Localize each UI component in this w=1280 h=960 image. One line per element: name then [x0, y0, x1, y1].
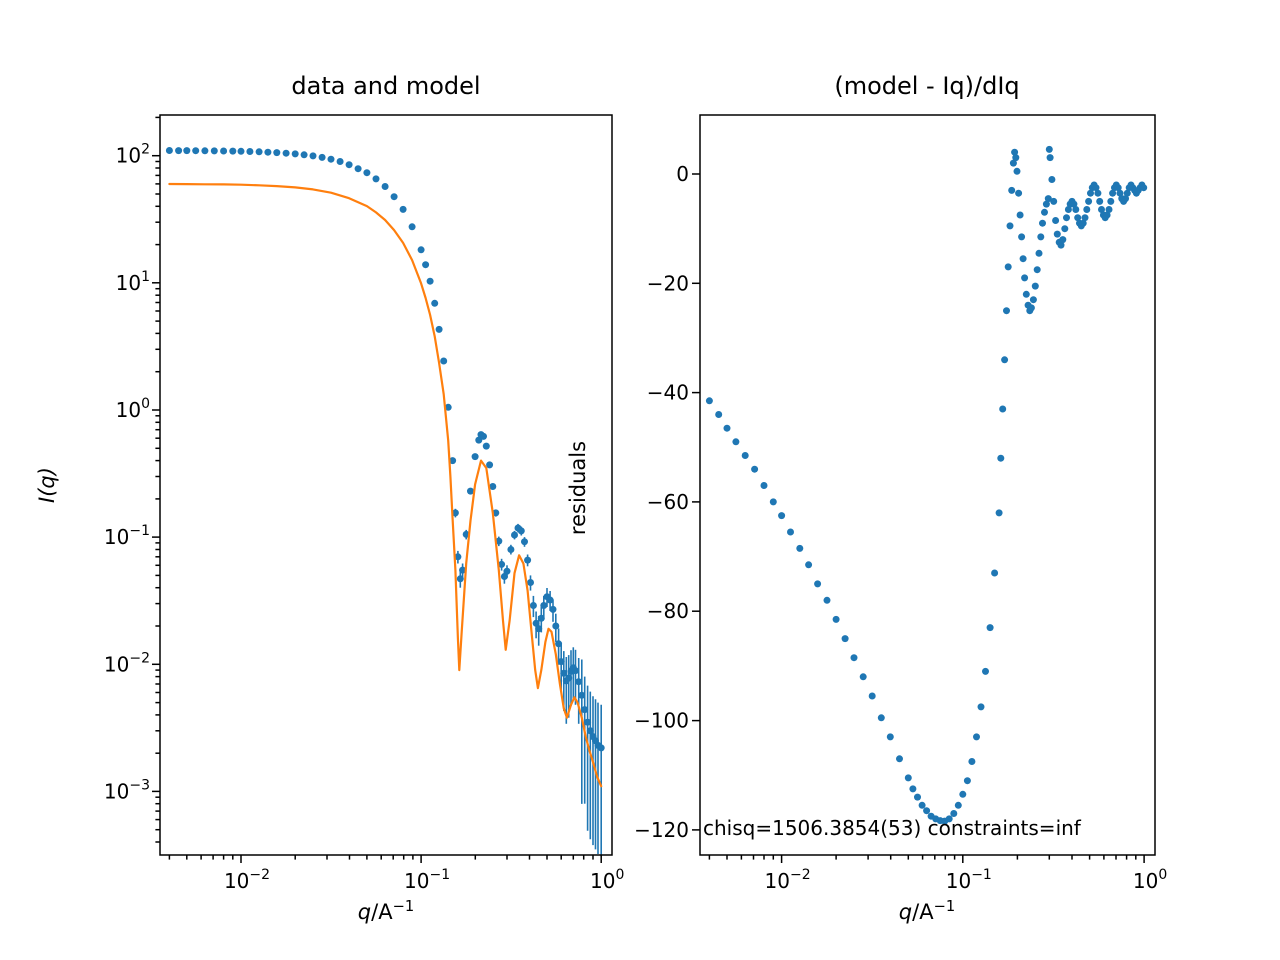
svg-text:100: 100: [1133, 867, 1167, 893]
svg-text:−60: −60: [647, 490, 689, 514]
svg-text:−100: −100: [634, 709, 689, 733]
svg-text:−20: −20: [647, 271, 689, 295]
svg-text:10−1: 10−1: [946, 867, 992, 893]
left-x-axis-label-rest: /A: [371, 900, 393, 924]
left-x-axis-label-var: q: [357, 900, 372, 924]
left-x-axis-label-sup: −1: [392, 898, 415, 915]
left-x-axis-label: q/A−1: [358, 898, 414, 924]
right-x-axis-label: q/A−1: [899, 898, 955, 924]
right-x-axis-label-sup: −1: [933, 898, 956, 915]
svg-text:10−2: 10−2: [104, 650, 150, 676]
right-y-axis-label: residuals: [566, 440, 590, 536]
left-chart-title: data and model: [291, 72, 481, 100]
left-y-axis-label: I(q): [35, 467, 59, 503]
svg-text:101: 101: [116, 269, 150, 295]
svg-text:10−1: 10−1: [104, 523, 150, 549]
svg-text:0: 0: [676, 162, 689, 186]
svg-text:100: 100: [116, 396, 150, 422]
svg-text:10−2: 10−2: [765, 867, 811, 893]
svg-text:102: 102: [116, 142, 150, 168]
svg-text:−120: −120: [634, 818, 689, 842]
svg-text:10−2: 10−2: [224, 867, 270, 893]
right-x-axis-label-var: q: [898, 900, 913, 924]
svg-text:−80: −80: [647, 599, 689, 623]
svg-text:−40: −40: [647, 381, 689, 405]
right-x-axis-label-rest: /A: [912, 900, 934, 924]
svg-text:10−3: 10−3: [104, 777, 150, 803]
svg-text:100: 100: [590, 867, 624, 893]
svg-text:10−1: 10−1: [404, 867, 450, 893]
right-chart-title: (model - Iq)/dIq: [834, 72, 1020, 100]
chisq-annotation: chisq=1506.3854(53) constraints=inf: [703, 816, 1081, 840]
